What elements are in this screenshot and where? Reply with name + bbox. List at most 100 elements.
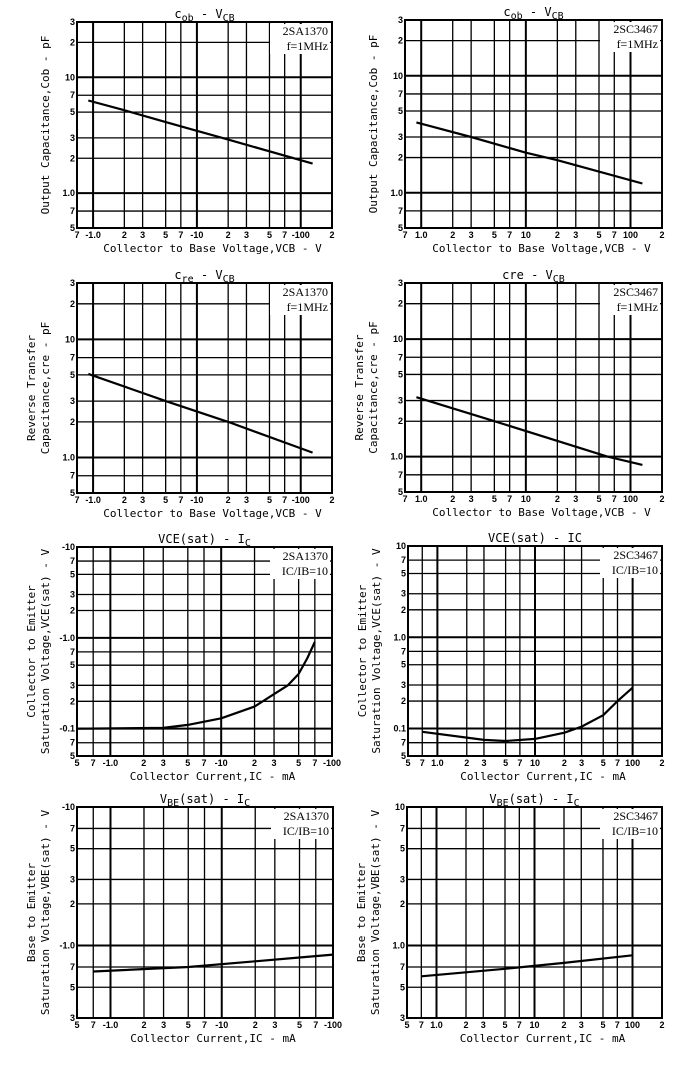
y-tick-label: 10	[393, 334, 403, 344]
title-subscript: CB	[223, 13, 235, 24]
y-tick-label: 7	[401, 555, 406, 565]
x-tick-label: -1.0	[103, 1020, 119, 1030]
series-line-0	[76, 641, 316, 730]
y-axis-label: Base to Emitter	[25, 862, 38, 962]
annotation-background	[271, 809, 331, 839]
x-tick-label: 3	[272, 758, 277, 768]
y-axis-label: Base to Emitter	[355, 862, 368, 962]
chart-title: cob - VCB	[174, 7, 234, 24]
y-tick-label: -10	[62, 802, 75, 812]
x-axis-label: Collector to Base Voltage,VCB - V	[432, 242, 651, 255]
x-tick-label: 1.0	[430, 1020, 443, 1030]
chart-title: cre - VCB	[502, 268, 565, 285]
y-tick-label: 3	[70, 17, 75, 27]
x-tick-label: 100	[625, 758, 640, 768]
y-tick-label: 5	[398, 369, 403, 379]
x-tick-label: 3	[573, 230, 578, 240]
x-tick-label: -1.0	[85, 230, 101, 240]
x-tick-label: -10	[190, 230, 203, 240]
condition-label: IC/IB=10	[283, 824, 329, 838]
series-line-0	[422, 686, 634, 743]
title-text: cre	[502, 268, 524, 282]
plot-frame	[406, 806, 663, 1019]
y-tick-label: 7	[70, 556, 75, 566]
chart-cre-2sa1370: 7 -1.0 2 3 5 7 -10 2 3 5 7 -100 2 5 7 1.0 2 3 5 7 10 2 3 2SA137…	[0, 265, 345, 530]
x-tick-label: 2	[555, 230, 560, 240]
x-tick-label: 7	[74, 495, 79, 505]
y-tick-label: 2	[398, 36, 403, 46]
title-subscript: C	[244, 798, 250, 809]
y-tick-label: 2	[398, 153, 403, 163]
annotation-background	[600, 809, 660, 839]
x-tick-label: 2	[329, 230, 334, 240]
chart-title: VBE(sat) - IC	[489, 792, 579, 809]
x-tick-label: 7	[202, 758, 207, 768]
x-tick-label: 3	[244, 230, 249, 240]
x-tick-label: 7	[402, 494, 407, 504]
x-tick-label: 7	[420, 758, 425, 768]
x-tick-label: 10	[521, 230, 531, 240]
x-tick-label: 7	[178, 495, 183, 505]
x-tick-label: 2	[464, 758, 469, 768]
x-tick-label: 5	[297, 1020, 302, 1030]
y-tick-label: 2	[70, 417, 75, 427]
y-axis-label: Collector to Emitter	[25, 585, 38, 718]
x-tick-label: 5	[601, 758, 606, 768]
annotation-background	[270, 24, 330, 54]
chart-vbesat-2sa1370: 5 7 -1.0 2 3 5 7 -10 2 3 5 7 -100 3 5 7 -1.0 2 3 5 7 -10 2SA13…	[0, 790, 345, 1055]
device-label: 2SA1370	[283, 24, 328, 38]
y-tick-label: 2	[70, 37, 75, 47]
device-label: 2SC3467	[613, 809, 658, 823]
x-axis-label: Collector to Base Voltage,VCB - V	[103, 242, 322, 255]
x-tick-label: 7	[517, 758, 522, 768]
y-tick-label: 1.0	[392, 941, 405, 951]
x-tick-label: 5	[503, 758, 508, 768]
device-label: 2SA1370	[284, 809, 329, 823]
x-tick-label: 5	[267, 230, 272, 240]
series-line-0	[416, 396, 643, 466]
plot-frame	[76, 806, 334, 1019]
x-tick-label: 5	[267, 495, 272, 505]
y-tick-label: 10	[393, 71, 403, 81]
x-axis-label: Collector Current,IC - mA	[460, 770, 626, 783]
chart-vbesat-2sc3467: 5 7 1.0 2 3 5 7 10 2 3 5 7 100 2 3 5 7 1.0 2 3 5 7 10 2SC3467 IC…	[345, 790, 689, 1055]
y-tick-label: 7	[398, 206, 403, 216]
x-tick-label: 7	[313, 1020, 318, 1030]
y-axis-label: Reverse Transfer	[353, 334, 366, 440]
chart-title: VBE(sat) - IC	[160, 792, 250, 809]
x-tick-label: 3	[481, 758, 486, 768]
y-tick-label: 5	[400, 982, 405, 992]
x-tick-label: 7	[507, 494, 512, 504]
x-tick-label: 7	[612, 230, 617, 240]
x-tick-label: 5	[405, 758, 410, 768]
y-tick-label: 1.0	[390, 452, 403, 462]
x-tick-label: 3	[579, 758, 584, 768]
y-tick-label: 2	[70, 696, 75, 706]
x-tick-label: 3	[469, 230, 474, 240]
x-tick-label: 7	[615, 1020, 620, 1030]
title-text: V	[160, 792, 167, 806]
device-label: 2SC3467	[613, 548, 658, 562]
condition-label: IC/IB=10	[612, 563, 658, 577]
x-tick-label: 7	[402, 230, 407, 240]
y-tick-label: 7	[70, 353, 75, 363]
title-text: - V	[523, 5, 552, 19]
series-line-0	[88, 99, 313, 165]
x-tick-label: 5	[185, 758, 190, 768]
x-tick-label: 2	[463, 1020, 468, 1030]
y-tick-label: 10	[65, 334, 75, 344]
y-tick-label: 7	[400, 823, 405, 833]
series-line-0	[421, 954, 633, 978]
plot-frame	[76, 282, 333, 494]
x-tick-label: 5	[600, 1020, 605, 1030]
y-tick-label: 1.0	[393, 632, 406, 642]
y-tick-label: 1.0	[62, 188, 75, 198]
y-tick-label: 1.0	[62, 452, 75, 462]
x-tick-label: 5	[404, 1020, 409, 1030]
y-tick-label: 10	[65, 72, 75, 82]
x-tick-label: 7	[517, 1020, 522, 1030]
y-axis-label: Output Capacitance,Cob - pF	[39, 36, 52, 215]
x-tick-label: 7	[312, 758, 317, 768]
condition-label: f=1MHz	[287, 39, 328, 53]
y-tick-label: 3	[400, 874, 405, 884]
